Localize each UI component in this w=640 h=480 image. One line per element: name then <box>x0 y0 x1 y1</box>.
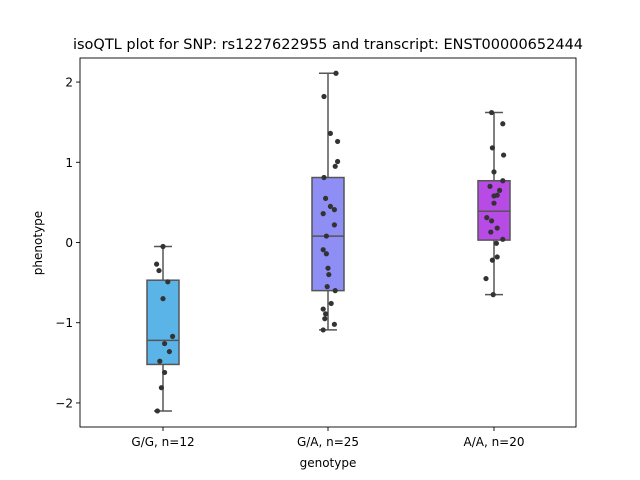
x-axis-label: genotype <box>300 456 357 470</box>
points-group-3 <box>483 109 507 298</box>
data-point <box>491 200 497 206</box>
data-point <box>157 358 163 364</box>
data-point <box>322 316 328 322</box>
data-point <box>321 93 327 100</box>
x-tick-label: G/G, n=12 <box>131 435 194 449</box>
iqr-box <box>477 179 511 241</box>
data-point <box>488 229 494 235</box>
data-point <box>320 306 326 312</box>
y-tick-label: 0 <box>65 236 73 250</box>
data-point <box>166 348 172 355</box>
data-point <box>323 195 329 201</box>
data-point <box>323 233 329 239</box>
data-point <box>331 222 337 228</box>
data-point <box>493 240 499 246</box>
data-point <box>332 163 338 169</box>
data-point <box>500 178 506 184</box>
points-group-2 <box>320 70 341 333</box>
data-point <box>321 174 327 181</box>
box-group-2 <box>311 72 345 331</box>
data-point <box>160 243 166 250</box>
data-point <box>331 321 337 327</box>
data-point <box>490 292 496 298</box>
points-group-1 <box>154 243 176 414</box>
data-point <box>162 340 168 347</box>
data-point <box>335 158 341 165</box>
iqr-box <box>146 279 180 366</box>
plot-area <box>146 70 511 414</box>
data-point <box>483 275 489 282</box>
y-tick-label: −2 <box>55 396 73 410</box>
data-point <box>160 296 166 302</box>
data-point <box>327 203 333 210</box>
box-group-1 <box>146 245 180 412</box>
data-point <box>323 311 329 317</box>
data-point <box>494 192 500 198</box>
y-tick-label: 2 <box>65 76 73 90</box>
data-point <box>162 369 168 376</box>
data-point <box>487 183 493 189</box>
data-point <box>489 145 495 151</box>
data-point <box>165 279 171 285</box>
y-tick-label: 1 <box>65 156 73 170</box>
data-point <box>494 254 500 260</box>
data-point <box>501 152 507 158</box>
data-point <box>154 408 160 414</box>
y-tick-label: −1 <box>55 316 73 330</box>
data-point <box>326 271 332 278</box>
data-point <box>331 207 337 213</box>
data-point <box>320 327 326 333</box>
data-point <box>324 284 330 290</box>
data-point <box>327 130 333 137</box>
x-tick-label: G/A, n=25 <box>297 435 359 449</box>
data-point <box>491 169 497 175</box>
data-point <box>325 265 331 271</box>
data-point <box>320 211 326 217</box>
data-point <box>500 236 506 242</box>
data-point <box>328 300 334 307</box>
data-point <box>156 267 162 274</box>
box-group-3 <box>477 111 511 296</box>
data-point <box>489 218 495 224</box>
data-point <box>333 70 339 76</box>
x-tick-label: A/A, n=20 <box>463 435 524 449</box>
data-point <box>170 333 176 339</box>
data-point <box>158 385 164 391</box>
data-point <box>489 257 495 263</box>
data-point <box>154 261 160 267</box>
data-point <box>494 225 500 231</box>
data-point <box>500 121 506 127</box>
data-point <box>489 109 495 116</box>
data-point <box>332 288 338 294</box>
data-point <box>320 247 326 253</box>
data-point <box>484 215 490 221</box>
y-axis-label: phenotype <box>31 211 45 275</box>
data-point <box>323 251 329 257</box>
data-point <box>335 138 341 145</box>
data-point <box>497 187 503 193</box>
chart-title: isoQTL plot for SNP: rs1227622955 and tr… <box>73 37 583 53</box>
